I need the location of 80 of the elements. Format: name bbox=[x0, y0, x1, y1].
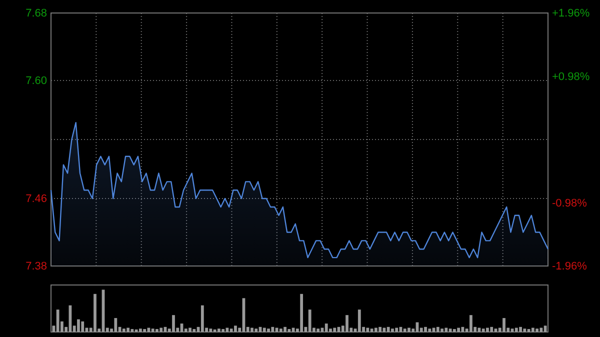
bar bbox=[262, 328, 266, 332]
bar bbox=[470, 315, 472, 332]
bar bbox=[271, 326, 274, 332]
bar bbox=[81, 321, 84, 332]
y-tick-label: 7.38 bbox=[26, 260, 47, 273]
bar bbox=[130, 329, 134, 332]
bar bbox=[156, 329, 158, 332]
bar bbox=[279, 328, 282, 332]
bar bbox=[250, 328, 254, 332]
bar bbox=[440, 328, 444, 332]
bar bbox=[234, 326, 237, 332]
bar bbox=[230, 328, 233, 332]
bar bbox=[188, 328, 192, 332]
bar bbox=[143, 329, 146, 332]
y-tick-label: 7.68 bbox=[26, 8, 47, 20]
bar bbox=[209, 328, 212, 332]
bar bbox=[408, 328, 410, 332]
bar bbox=[346, 315, 348, 332]
bar bbox=[436, 326, 440, 332]
bar bbox=[482, 328, 485, 332]
bar bbox=[424, 326, 427, 332]
bar bbox=[540, 328, 543, 332]
bar bbox=[452, 329, 456, 332]
bar bbox=[448, 328, 452, 332]
bar bbox=[126, 328, 130, 332]
y-tick-label: 7.46 bbox=[26, 193, 47, 206]
bar bbox=[151, 328, 154, 332]
bar bbox=[395, 328, 398, 332]
bar bbox=[391, 328, 394, 332]
bar bbox=[519, 326, 522, 332]
bar bbox=[457, 328, 460, 332]
bar bbox=[494, 328, 498, 332]
bar bbox=[56, 310, 60, 332]
bar bbox=[134, 329, 138, 332]
bar bbox=[366, 328, 370, 332]
bar bbox=[403, 328, 406, 332]
bar bbox=[536, 328, 538, 332]
bar bbox=[490, 326, 494, 332]
bar bbox=[370, 328, 374, 332]
bar bbox=[122, 328, 126, 332]
y2-tick-label: -1.96% bbox=[552, 260, 588, 273]
y-tick-label: 7.60 bbox=[26, 74, 47, 87]
bar bbox=[114, 318, 118, 332]
bar bbox=[531, 328, 534, 332]
bar bbox=[94, 294, 96, 332]
bar bbox=[316, 328, 320, 332]
bar bbox=[139, 328, 142, 332]
bar bbox=[217, 328, 220, 332]
bar bbox=[544, 326, 547, 332]
y2-tick-label: -0.98% bbox=[552, 197, 588, 210]
bar bbox=[428, 328, 432, 332]
bar bbox=[502, 318, 506, 332]
bar bbox=[192, 329, 196, 332]
bar bbox=[222, 329, 225, 332]
bar bbox=[77, 319, 80, 332]
bar bbox=[386, 326, 390, 332]
bar bbox=[288, 329, 291, 332]
bar bbox=[510, 328, 514, 332]
y2-tick-label: +0.98% bbox=[552, 70, 590, 83]
bar bbox=[461, 326, 464, 332]
bar bbox=[382, 328, 386, 332]
bar bbox=[486, 328, 489, 332]
bar bbox=[160, 328, 163, 332]
bar bbox=[300, 294, 304, 332]
bar bbox=[374, 328, 378, 332]
bar bbox=[378, 326, 382, 332]
bar bbox=[200, 305, 204, 332]
bar bbox=[284, 326, 286, 332]
bar bbox=[324, 324, 328, 332]
bar bbox=[523, 328, 526, 332]
bar bbox=[308, 310, 312, 332]
bar bbox=[254, 328, 258, 332]
bar bbox=[172, 315, 175, 332]
bar bbox=[444, 328, 448, 332]
bar bbox=[213, 329, 216, 332]
bar bbox=[358, 310, 361, 332]
bar bbox=[333, 328, 336, 332]
bar bbox=[267, 328, 270, 332]
bar bbox=[514, 328, 518, 332]
y2-tick-label: +1.96% bbox=[552, 8, 590, 20]
